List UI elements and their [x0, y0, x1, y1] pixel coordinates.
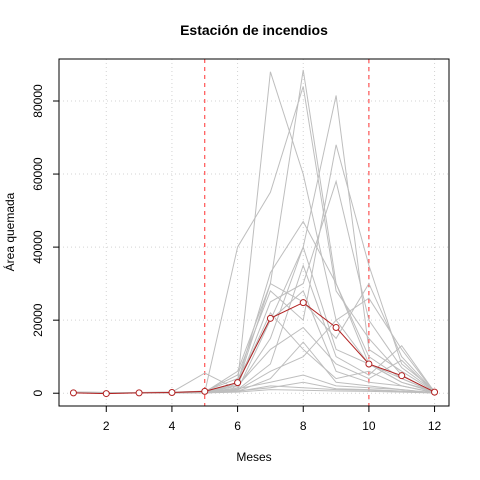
- x-tick-label: 8: [300, 419, 307, 433]
- mean-series-point: [69, 389, 77, 397]
- y-axis-label: Área quemada: [2, 192, 17, 271]
- mean-series-line: [73, 302, 435, 395]
- x-axis: 2 4 6 8 10 12: [103, 405, 442, 433]
- mean-series-point: [135, 389, 143, 397]
- y-tick-label: 60000: [31, 157, 45, 191]
- y-tick-label: 80000: [31, 84, 45, 118]
- mean-series-point: [168, 388, 176, 396]
- y-tick-label: 40000: [31, 230, 45, 264]
- mean-series-point: [365, 360, 373, 368]
- mean-series-point: [102, 390, 110, 398]
- chart-title: Estación de incendios: [180, 22, 328, 38]
- mean-series-point: [201, 387, 209, 395]
- background-series-line: [73, 297, 435, 394]
- mean-series-point: [266, 314, 274, 322]
- x-tick-label: 6: [234, 419, 241, 433]
- background-series-line: [73, 86, 435, 394]
- y-axis: 0 20000 40000 60000 80000: [31, 84, 60, 397]
- background-series-layer: [73, 69, 436, 394]
- x-axis-label: Meses: [236, 450, 271, 464]
- x-tick-label: 10: [362, 419, 376, 433]
- mean-series-layer: [69, 299, 439, 398]
- y-tick-label: 20000: [31, 303, 45, 337]
- mean-series-point: [398, 372, 406, 380]
- reference-lines: [204, 59, 370, 406]
- y-tick-label: 0: [31, 390, 45, 397]
- mean-series-point: [234, 379, 242, 387]
- mean-series-point: [332, 323, 340, 331]
- background-series-line: [73, 179, 435, 394]
- x-tick-label: 4: [169, 419, 176, 433]
- mean-series-point: [299, 299, 307, 307]
- x-tick-label: 12: [428, 419, 442, 433]
- mean-series-point: [431, 388, 439, 396]
- x-tick-label: 2: [103, 419, 110, 433]
